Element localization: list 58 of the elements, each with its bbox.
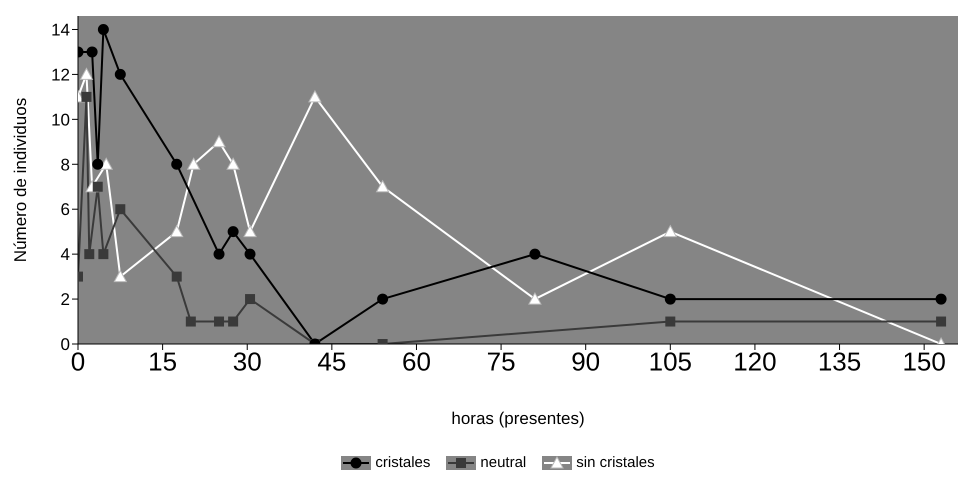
point xyxy=(529,248,540,260)
point xyxy=(187,158,200,170)
point xyxy=(98,249,108,260)
legend-label: sin cristales xyxy=(576,454,655,471)
point xyxy=(186,316,196,327)
point xyxy=(172,272,182,282)
point xyxy=(84,249,94,260)
point xyxy=(171,158,182,170)
point xyxy=(100,158,113,170)
point xyxy=(308,90,322,102)
point xyxy=(115,204,126,214)
point xyxy=(228,226,239,238)
x-tick-label: 90 xyxy=(571,346,600,376)
y-tick-label: 14 xyxy=(51,20,70,40)
point xyxy=(92,158,104,170)
x-tick-label: 105 xyxy=(648,346,692,376)
point xyxy=(214,248,225,260)
legend-label: neutral xyxy=(480,454,526,471)
point xyxy=(214,316,224,327)
point xyxy=(114,68,126,80)
y-tick-label: 10 xyxy=(51,110,70,130)
point xyxy=(114,270,127,282)
point xyxy=(377,294,388,305)
x-tick-label: 75 xyxy=(486,346,516,376)
x-tick-label: 60 xyxy=(402,346,431,376)
point xyxy=(86,46,98,58)
point xyxy=(528,292,542,305)
x-tick-label: 120 xyxy=(733,346,777,376)
point xyxy=(228,316,238,327)
legend-label: cristales xyxy=(375,454,430,471)
point xyxy=(81,92,92,102)
point xyxy=(664,294,676,305)
point xyxy=(92,182,103,192)
x-axis-title: horas (presentes) xyxy=(451,409,585,428)
x-tick-label: 30 xyxy=(232,346,262,376)
y-axis-title: Número de individuos xyxy=(11,98,30,262)
point xyxy=(98,24,109,35)
point xyxy=(244,248,256,260)
y-tick-label: 12 xyxy=(51,65,70,84)
y-tick-label: 6 xyxy=(60,200,70,220)
point xyxy=(665,316,676,327)
y-tick-label: 4 xyxy=(60,245,70,264)
point xyxy=(936,294,947,305)
point xyxy=(245,294,256,304)
x-tick-label: 15 xyxy=(148,346,178,376)
x-tick-label: 45 xyxy=(317,346,346,376)
y-tick-label: 2 xyxy=(60,290,70,310)
point xyxy=(226,158,240,170)
point xyxy=(936,316,946,327)
point xyxy=(664,225,677,238)
y-tick-label: 8 xyxy=(60,155,70,174)
point xyxy=(170,225,184,238)
point xyxy=(80,68,93,80)
x-tick-label: 150 xyxy=(902,346,946,376)
point xyxy=(244,225,257,238)
x-tick-label: 135 xyxy=(818,346,862,376)
point xyxy=(212,135,226,148)
point xyxy=(376,180,390,192)
